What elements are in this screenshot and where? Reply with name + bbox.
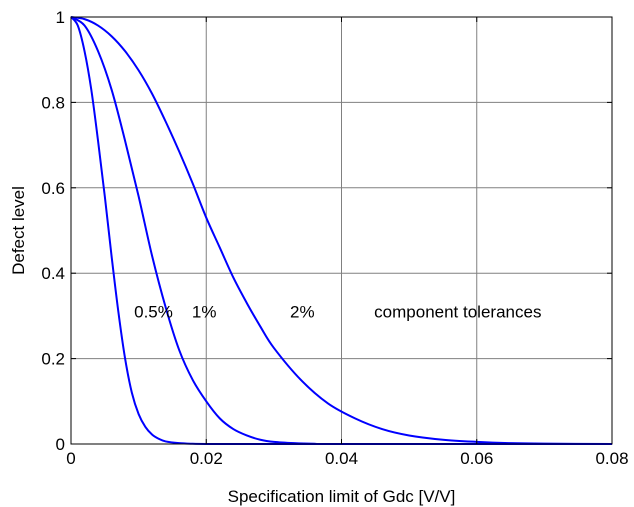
series-line-2: [70, 16, 613, 445]
x-tick-label: 0.06: [460, 449, 493, 468]
x-tick-label: 0.02: [190, 449, 223, 468]
annotation-label: 1%: [192, 303, 217, 322]
y-tick-label: 0.8: [41, 93, 65, 112]
y-tick-label: 0: [56, 435, 65, 454]
y-tick-label: 0.4: [41, 264, 65, 283]
ticks: 0 0.02 0.04 0.06 0.08 0 0.2 0.4 0.6 0.8 1: [41, 8, 628, 468]
annotation-label: 2%: [290, 303, 315, 322]
y-tick-label: 0.6: [41, 179, 65, 198]
annotation-label: 0.5%: [134, 303, 173, 322]
x-tick-label: 0.08: [595, 449, 628, 468]
annotation-label: component tolerances: [374, 303, 541, 322]
x-tick-label: 0.04: [325, 449, 358, 468]
x-axis-label: Specification limit of Gdc [V/V]: [228, 487, 456, 506]
grid: [71, 17, 612, 444]
x-tick-label: 0: [66, 449, 75, 468]
y-axis-label: Defect level: [9, 186, 28, 275]
annotations: 0.5% 1% 2% component tolerances: [134, 303, 541, 322]
y-tick-label: 1: [56, 8, 65, 27]
y-tick-label: 0.2: [41, 350, 65, 369]
